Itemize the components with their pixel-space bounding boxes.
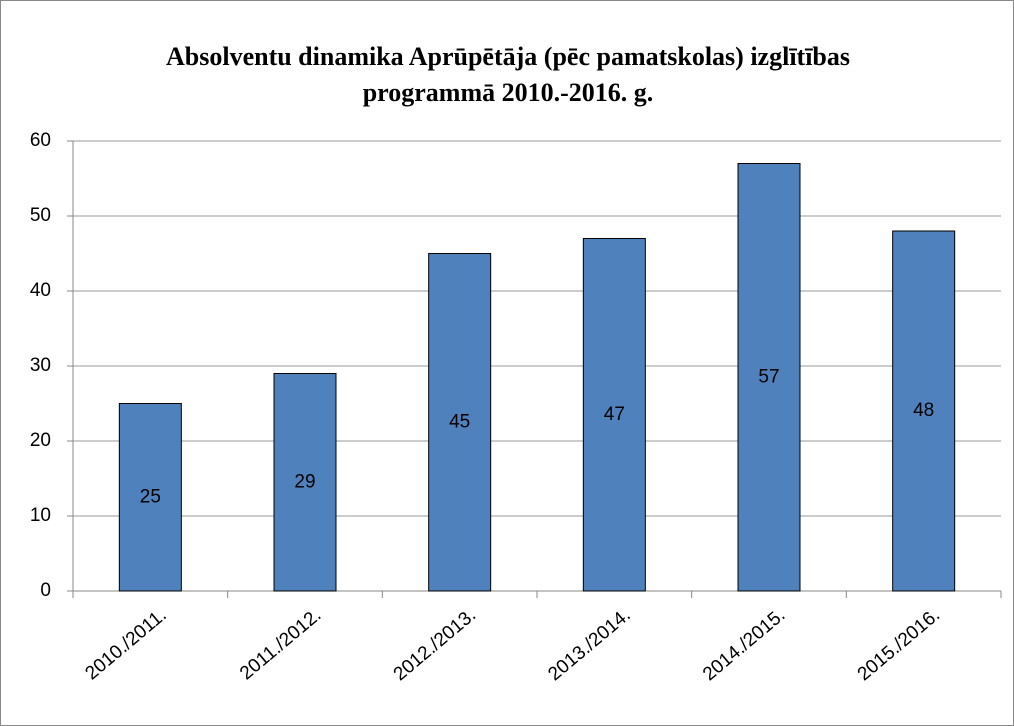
y-tick-label: 20 [30,430,51,451]
data-label: 25 [140,486,161,507]
x-tick-label: 2012./2013. [390,605,480,686]
data-label: 48 [913,400,934,421]
data-label: 47 [604,404,625,425]
bar [428,253,492,592]
y-tick-label: 40 [30,280,51,301]
y-tick-label: 10 [30,505,51,526]
y-tick-label: 60 [30,130,51,151]
x-tick-label: 2015./2016. [854,605,944,686]
bar [118,403,182,592]
y-tick-label: 30 [30,355,51,376]
data-label: 57 [758,366,779,387]
chart-title: Absolventu dinamika Aprūpētāja (pēc pama… [165,42,851,107]
bar [582,238,646,592]
x-tick-label: 2011./2012. [236,605,325,685]
y-tick-label: 0 [40,580,51,601]
x-tick-label: 2013./2014. [544,605,634,686]
bar [737,163,801,592]
bar [273,373,337,592]
x-tick-label: 2010./2011. [81,605,170,685]
y-tick-label: 50 [30,205,51,226]
bar [892,230,956,592]
data-label: 29 [294,471,315,492]
data-label: 45 [449,411,470,432]
x-tick-label: 2014./2015. [699,605,789,686]
